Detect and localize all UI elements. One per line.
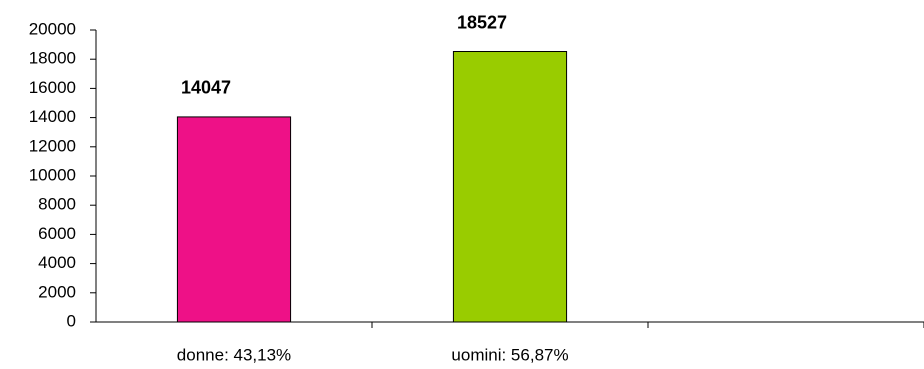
- y-tick-label: 0: [67, 311, 76, 330]
- y-tick-label: 16000: [29, 78, 76, 97]
- value-label: 14047: [181, 78, 231, 98]
- y-tick-label: 12000: [29, 136, 76, 155]
- y-tick-label: 8000: [38, 195, 76, 214]
- value-label: 18527: [457, 12, 507, 32]
- bar: [452, 51, 568, 323]
- y-tick-label: 18000: [29, 49, 76, 68]
- x-tick-label: uomini: 56,87%: [451, 345, 568, 364]
- y-tick-label: 10000: [29, 165, 76, 184]
- x-tick-label: donne: 43,13%: [177, 345, 291, 364]
- bar: [176, 116, 292, 323]
- y-tick-label: 6000: [38, 224, 76, 243]
- y-tick-label: 2000: [38, 282, 76, 301]
- y-tick-label: 14000: [29, 107, 76, 126]
- y-tick-label: 4000: [38, 253, 76, 272]
- y-tick-label: 20000: [29, 19, 76, 38]
